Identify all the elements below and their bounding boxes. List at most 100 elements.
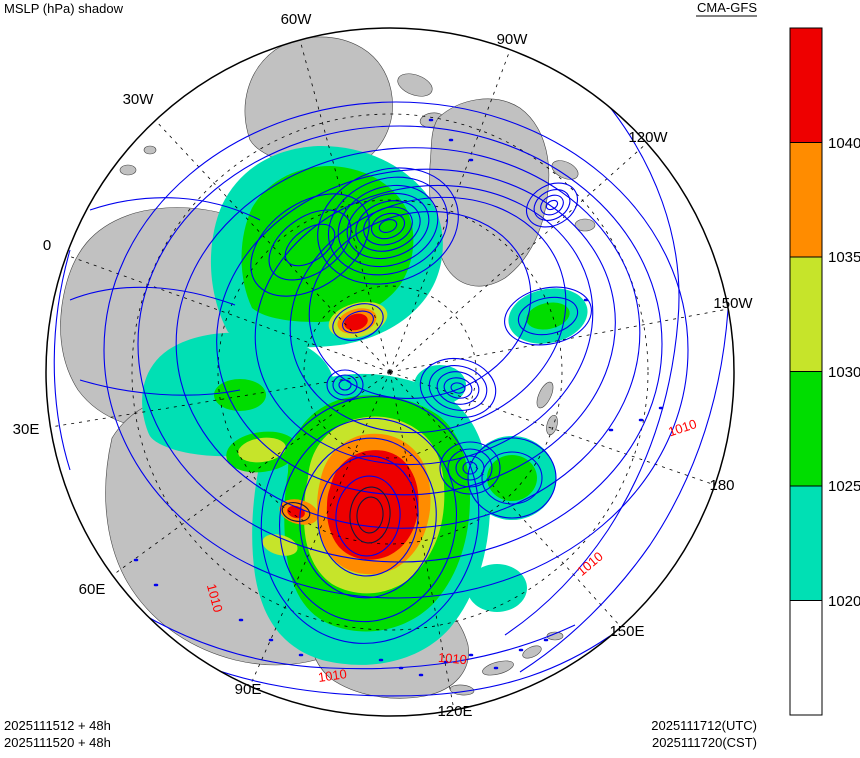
lon-label-30e: 30E — [13, 421, 40, 438]
low-center-5 — [326, 369, 364, 401]
low-center-1 — [317, 167, 459, 285]
fill-region — [467, 564, 527, 612]
isobar-contour — [284, 223, 336, 267]
isobar-1010-label: 1010 — [317, 666, 348, 685]
low-center-2 — [419, 358, 497, 418]
isobar-contour — [216, 168, 616, 496]
low-center-4 — [526, 182, 578, 228]
land-island-5 — [574, 218, 596, 232]
low-center-3 — [439, 441, 501, 495]
colorbar-segment-red — [789, 27, 823, 143]
isobar-contour — [504, 286, 592, 346]
meridian-line — [112, 371, 391, 576]
colorbar-segment-yellowgreen — [789, 256, 823, 372]
isobar-contour — [378, 219, 398, 233]
isobar-contour — [450, 382, 466, 394]
isobar-contour — [332, 374, 358, 396]
colorbar-ticks: 1040 1035 1030 1025 1020 — [828, 135, 860, 610]
colorbar-tick-1030: 1030 — [828, 364, 860, 381]
isobar-1010-label: 1010 — [204, 582, 226, 614]
footer-valid-utc: 2025111712(UTC) — [651, 718, 757, 733]
isobar-contour — [443, 377, 473, 399]
fill-region — [526, 302, 570, 330]
isobar-1010-label: 1010 — [574, 549, 606, 579]
isobar-contour — [299, 437, 437, 599]
colorbar-tick-1040: 1040 — [828, 135, 860, 152]
isobar-contour — [119, 599, 576, 670]
isobar-contour — [540, 194, 564, 216]
meridian-line — [389, 371, 455, 711]
colorbar-tick-1020: 1020 — [828, 593, 860, 610]
meridian-line — [65, 254, 391, 373]
isobar-contour — [278, 417, 458, 623]
meridian-line — [389, 308, 729, 373]
latitude-circle — [217, 199, 563, 545]
colorbar-segment-white — [789, 600, 823, 716]
isobar-contour — [326, 369, 364, 401]
isobar-contour — [355, 200, 421, 252]
isobar-contour — [481, 451, 543, 505]
isobar-contour — [89, 197, 261, 221]
high-center-band — [250, 193, 370, 297]
isobar-contour — [447, 448, 493, 488]
footer-valid-cst: 2025111720(CST) — [652, 735, 757, 750]
fill-region — [414, 365, 466, 405]
isobar-contour — [467, 437, 557, 519]
fill-region — [241, 166, 414, 322]
isobar-contour — [175, 147, 641, 529]
latitude-circle — [131, 113, 649, 631]
land-arctic-island-1 — [397, 73, 433, 97]
isobar-contour — [419, 358, 497, 418]
footer: 2025111512 + 48h 2025111520 + 48h 202511… — [4, 718, 757, 750]
isobar-contour — [349, 486, 391, 544]
isobar-contour — [53, 249, 71, 471]
lon-label-30w: 30W — [123, 91, 155, 108]
fill-layer-red — [287, 313, 419, 560]
land-japan-1 — [536, 381, 554, 409]
land-island-10 — [119, 164, 137, 176]
isobar-contour — [342, 310, 374, 334]
isobar-contour — [526, 182, 578, 228]
isobar-contour — [137, 125, 663, 563]
isobar-contour — [332, 303, 384, 341]
lon-label-120w: 120W — [628, 129, 668, 146]
longitude-labels: 60W 90W 120W 150W 180 150E 120E 90E 60E … — [13, 11, 754, 720]
lon-label-180: 180 — [709, 477, 734, 494]
meridian-line — [389, 49, 511, 373]
colorbar-segment-orange — [789, 142, 823, 258]
high-spot-rings — [332, 303, 384, 341]
isobar-1010-label: 1010 — [666, 416, 698, 439]
meridian-line — [154, 119, 391, 373]
fill-region — [238, 437, 286, 463]
lon-label-0: 0 — [43, 237, 51, 254]
isobar-contour — [289, 196, 567, 434]
isobar-contour — [356, 496, 384, 534]
isobar-layer — [53, 63, 730, 697]
isobar-contour — [337, 184, 439, 268]
isobar-1010-label: 1010 — [437, 650, 467, 667]
lon-label-90w: 90W — [497, 31, 529, 48]
isobar-contour — [317, 455, 419, 577]
lon-label-60e: 60E — [79, 581, 106, 598]
isobar-contour — [317, 167, 459, 285]
fill-region — [344, 313, 368, 331]
graticule — [50, 39, 729, 711]
meridian-line — [389, 142, 648, 373]
chart-title: MSLP (hPa) shadow — [4, 1, 124, 16]
lon-label-120e: 120E — [437, 703, 472, 720]
lon-label-60w: 60W — [281, 11, 313, 28]
isobar-contour — [363, 206, 413, 246]
colorbar-tick-1025: 1025 — [828, 478, 860, 495]
lon-label-90e: 90E — [235, 681, 262, 698]
land-island-9 — [546, 631, 564, 641]
isobar-contour — [517, 296, 579, 336]
isobar-contour — [260, 396, 480, 644]
footer-run-utc: 2025111512 + 48h — [4, 718, 111, 733]
isobar-contour — [439, 441, 501, 495]
isobar-contour — [519, 63, 730, 673]
isobar-contour — [462, 461, 478, 475]
isobar-contour — [545, 199, 559, 211]
land-island-11 — [143, 145, 157, 155]
